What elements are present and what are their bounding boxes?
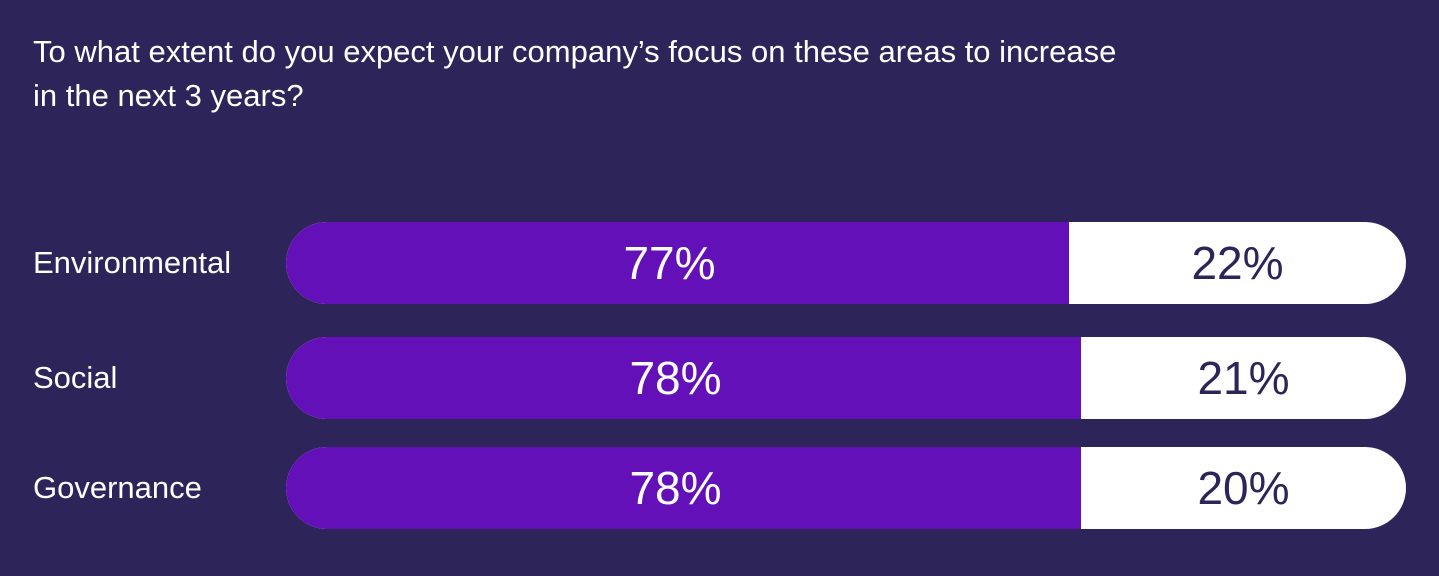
category-label: Governance <box>33 470 202 505</box>
category-label: Social <box>33 360 118 395</box>
bar-segment-remaining: 20% <box>1081 447 1406 529</box>
data-label: 77% <box>623 237 716 289</box>
bar-row: 78% 20% <box>286 447 1406 529</box>
bar-segment-remaining: 21% <box>1081 337 1406 419</box>
data-label: 22% <box>1191 237 1284 289</box>
bar-segment-increase: 77% <box>286 222 1069 304</box>
bar-row: 77% 22% <box>286 222 1406 304</box>
chart-title: To what extent do you expect your compan… <box>33 34 1117 113</box>
data-label: 20% <box>1197 462 1290 514</box>
category-label: Environmental <box>33 245 232 280</box>
bar-segment-increase: 78% <box>286 337 1081 419</box>
bar-row: 78% 21% <box>286 337 1406 419</box>
data-label: 78% <box>629 462 722 514</box>
bar-segment-remaining: 22% <box>1069 222 1406 304</box>
data-label: 78% <box>629 352 722 404</box>
bar-segment-increase: 78% <box>286 447 1081 529</box>
data-label: 21% <box>1197 352 1290 404</box>
